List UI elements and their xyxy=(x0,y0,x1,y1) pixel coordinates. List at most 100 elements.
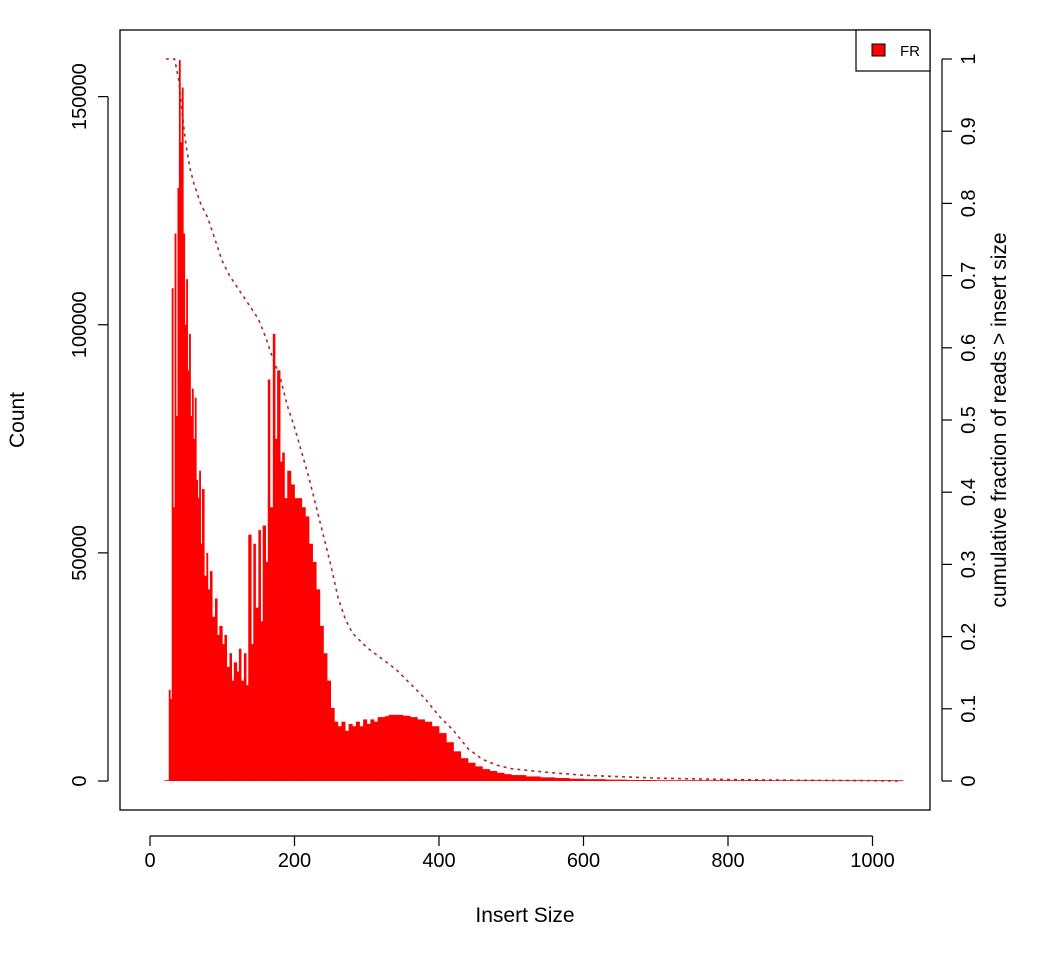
histogram-bar xyxy=(193,438,196,781)
histogram-bar xyxy=(197,498,200,782)
y2-tick-label: 0.3 xyxy=(958,550,980,578)
histogram-bar xyxy=(327,680,332,782)
histogram-bar xyxy=(764,780,801,781)
histogram-bar xyxy=(180,142,183,781)
histogram-bar xyxy=(164,780,168,781)
histogram-bar xyxy=(363,719,368,781)
histogram-bar xyxy=(334,721,339,781)
histogram-bar xyxy=(370,719,375,781)
histogram-bar xyxy=(410,717,418,782)
histogram-bar xyxy=(243,653,247,781)
histogram-bar xyxy=(655,780,693,781)
histogram-bar xyxy=(173,507,175,781)
histogram-bar xyxy=(236,671,240,781)
histogram-bar xyxy=(352,726,357,781)
y-tick-label: 0 xyxy=(69,775,91,786)
histogram-bar xyxy=(384,716,389,781)
histogram-bar xyxy=(277,370,281,782)
histogram-bar xyxy=(626,780,657,781)
histogram-bar xyxy=(554,778,570,781)
histogram-bar xyxy=(269,507,274,781)
histogram-bar xyxy=(196,479,199,782)
histogram-bar xyxy=(251,644,254,782)
histogram-bar xyxy=(177,187,180,782)
histogram-bar xyxy=(168,689,171,781)
x-tick-label: 400 xyxy=(422,850,455,872)
histogram-bar xyxy=(219,625,223,782)
cumulative-fraction-series xyxy=(165,58,902,782)
y2-tick-label: 0.9 xyxy=(958,117,980,145)
histogram-bar xyxy=(460,758,469,781)
y2-tick-label: 0.8 xyxy=(958,189,980,217)
histogram-bar xyxy=(241,680,245,782)
histogram-bar xyxy=(290,484,295,781)
histogram-bar xyxy=(238,648,242,781)
histogram-bar xyxy=(294,498,299,782)
histogram-bar xyxy=(728,780,765,781)
y2-tick-label: 1 xyxy=(958,53,980,64)
y2-tick-label: 0.4 xyxy=(958,478,980,506)
histogram-bar xyxy=(215,598,218,781)
histogram-bar xyxy=(439,733,447,781)
histogram-bar xyxy=(424,721,433,781)
histogram-bar xyxy=(482,769,490,781)
histogram-bars xyxy=(164,60,904,782)
legend: FR xyxy=(855,29,931,72)
x-tick-label: 200 xyxy=(278,850,311,872)
histogram-bar xyxy=(190,416,193,781)
histogram-bar xyxy=(475,766,483,781)
histogram-bar xyxy=(301,507,306,781)
histogram-bar xyxy=(248,534,252,782)
histogram-bar xyxy=(323,653,328,781)
histogram-bar xyxy=(265,562,269,781)
histogram-bar xyxy=(200,543,203,781)
x-tick-label: 1000 xyxy=(850,850,895,872)
histogram-bar xyxy=(316,589,321,782)
y2-tick-label: 0 xyxy=(958,775,980,786)
x-axis-title: Insert Size xyxy=(475,904,574,927)
histogram-bar xyxy=(284,498,288,782)
legend-label-fr: FR xyxy=(900,43,920,60)
y-axis-right: 0 0.1 0.2 0.3 0.4 0.5 0.6 0.7 0.8 0.9 1 xyxy=(941,53,980,787)
x-tick-label: 800 xyxy=(711,850,744,872)
histogram-bar xyxy=(262,525,266,781)
histogram-bar xyxy=(212,616,216,781)
histogram-bar xyxy=(319,625,324,782)
histogram-bar xyxy=(605,779,628,781)
histogram-bar xyxy=(206,552,209,782)
histogram-bar xyxy=(246,685,249,781)
histogram-bar xyxy=(330,708,335,781)
histogram-bar xyxy=(525,776,541,781)
histogram-bar xyxy=(274,438,278,781)
y-tick-label: 150000 xyxy=(69,63,91,130)
histogram-bar xyxy=(181,87,184,781)
histogram-bar xyxy=(431,726,440,781)
histogram-bar xyxy=(231,680,235,782)
y-axis-title: Count xyxy=(6,392,29,448)
legend-swatch-fr xyxy=(871,43,886,57)
histogram-bar xyxy=(402,715,411,781)
histogram-bar xyxy=(222,644,225,782)
histogram-bar xyxy=(366,723,371,781)
histogram-bar xyxy=(446,742,454,781)
histogram-bar xyxy=(199,470,201,781)
histogram-bar xyxy=(341,721,346,781)
x-tick-label: 600 xyxy=(567,850,600,872)
histogram-bar xyxy=(176,416,178,781)
x-tick-label: 0 xyxy=(144,850,155,872)
histogram-bar xyxy=(267,379,271,781)
histogram-bar xyxy=(174,233,177,781)
histogram-bar xyxy=(184,324,187,781)
histogram-bar xyxy=(233,662,238,782)
histogram-bar xyxy=(207,589,211,782)
histogram-bar xyxy=(287,470,292,781)
histogram-bar xyxy=(167,780,170,781)
y-tick-label: 100000 xyxy=(69,291,91,358)
histogram-bar xyxy=(504,774,512,781)
histogram-bar xyxy=(226,666,230,781)
histogram-bar xyxy=(901,780,904,781)
histogram-bar xyxy=(191,388,194,782)
histogram-bar xyxy=(178,60,181,782)
cumulative-fraction-line xyxy=(165,58,902,782)
